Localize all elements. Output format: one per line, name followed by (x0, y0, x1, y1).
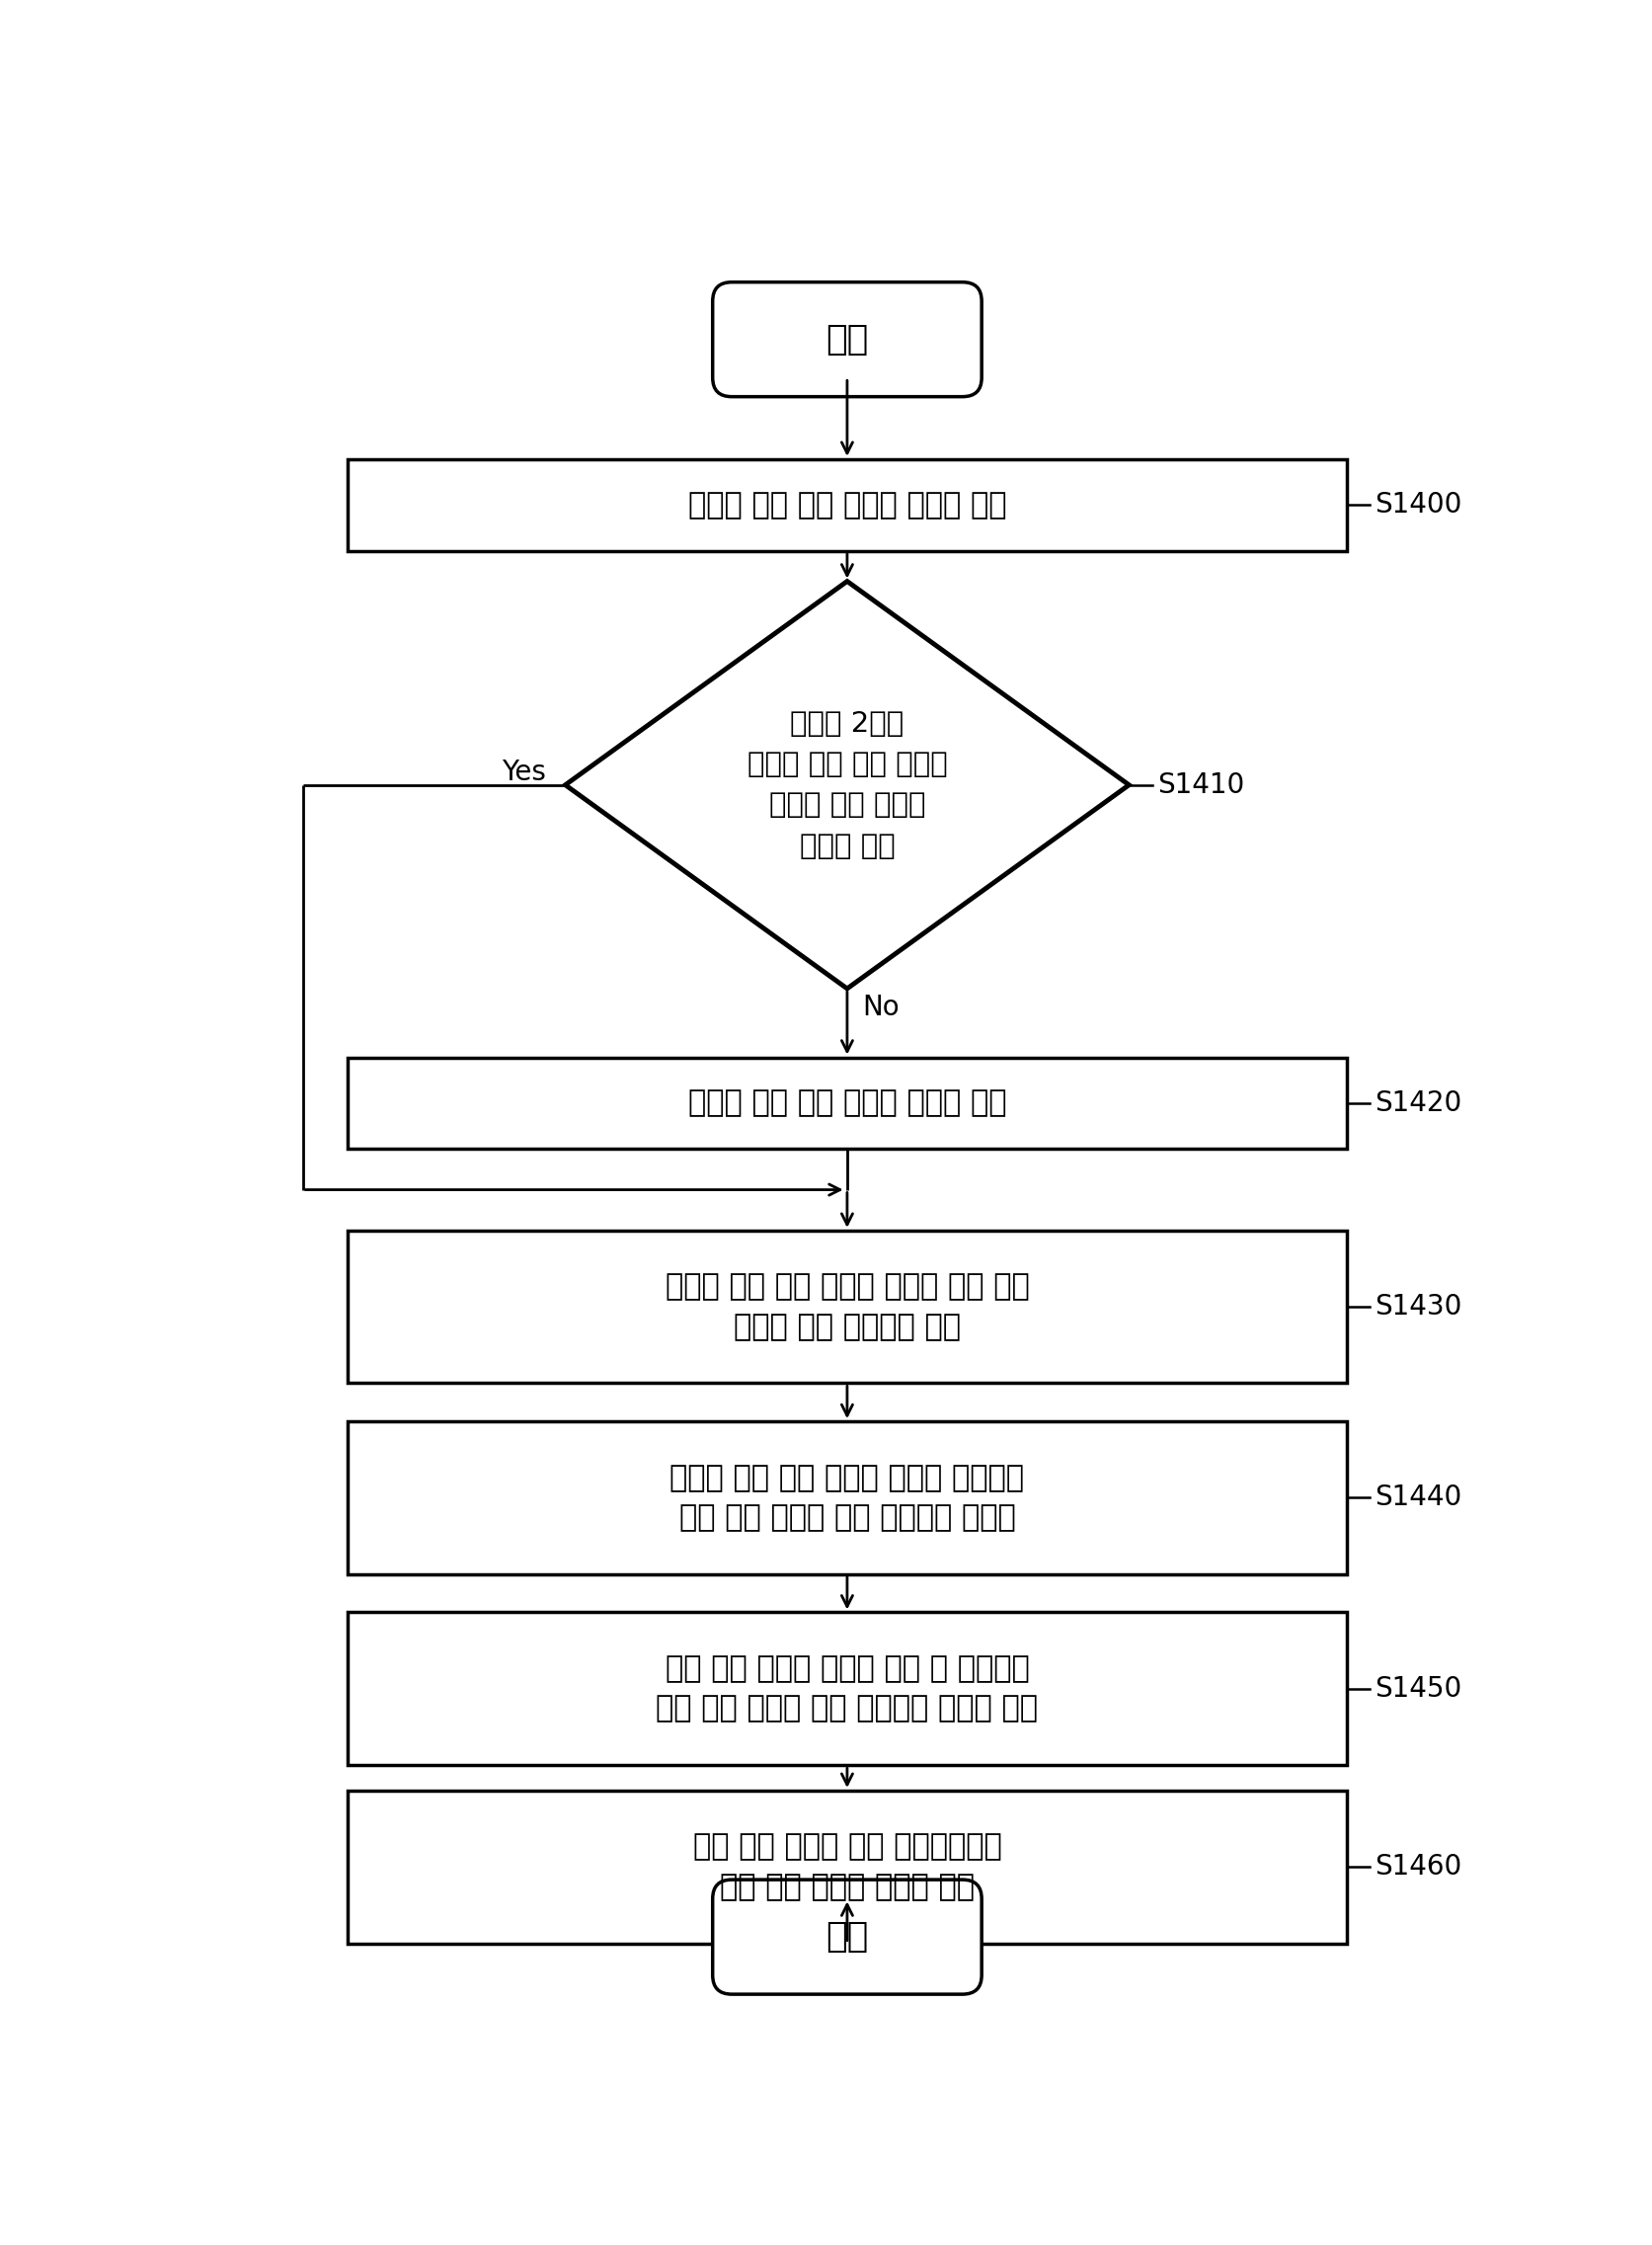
FancyBboxPatch shape (712, 1879, 981, 1994)
Text: 후보 예측 움직임 벡터를 추가 및 제거하여
후보 예측 움직임 벡터 리스트의 크기를 조정: 후보 예측 움직임 벡터를 추가 및 제거하여 후보 예측 움직임 벡터 리스트… (656, 1655, 1037, 1724)
Text: S1400: S1400 (1374, 492, 1462, 519)
Text: 후보 예측 움직임 벡터 리스트로부터
최종 예측 움직임 벡터를 결정: 후보 예측 움직임 벡터 리스트로부터 최종 예측 움직임 벡터를 결정 (692, 1832, 1001, 1902)
FancyBboxPatch shape (712, 283, 981, 397)
Text: S1420: S1420 (1374, 1089, 1462, 1118)
Text: 종료: 종료 (826, 1919, 867, 1953)
Text: Yes: Yes (502, 759, 545, 786)
Bar (347, 1057, 1346, 1149)
Text: 시작: 시작 (826, 323, 867, 357)
Bar (347, 1612, 1346, 1765)
Bar (347, 1792, 1346, 1944)
Text: S1450: S1450 (1374, 1675, 1462, 1702)
Text: S1460: S1460 (1374, 1852, 1462, 1881)
Text: 동일한 후보 예측 움직임 벡터를 제거하여
후보 예측 움직임 벡터 리스트를 재구성: 동일한 후보 예측 움직임 벡터를 제거하여 후보 예측 움직임 벡터 리스트를… (669, 1464, 1024, 1531)
Text: No: No (862, 995, 899, 1021)
Polygon shape (565, 581, 1128, 988)
Text: 시간적 후보 예측 움직임 벡터를 유도: 시간적 후보 예측 움직임 벡터를 유도 (687, 1089, 1006, 1118)
Text: S1430: S1430 (1374, 1293, 1462, 1320)
Bar (347, 1421, 1346, 1574)
Text: S1440: S1440 (1374, 1484, 1462, 1511)
Text: S1410: S1410 (1156, 770, 1244, 799)
Bar (347, 1230, 1346, 1383)
Text: 유도된 후보 예측 움직임 벡터를 후보 예측
움직임 벡터 리스트에 추가: 유도된 후보 예측 움직임 벡터를 후보 예측 움직임 벡터 리스트에 추가 (664, 1273, 1029, 1340)
Text: 공간적 후보 예측 움직임 벡터를 유도: 공간적 후보 예측 움직임 벡터를 유도 (687, 492, 1006, 519)
Text: 유도된 2개의
공간적 후보 예측 움직임
벡터가 서로 다른지
여부를 판단: 유도된 2개의 공간적 후보 예측 움직임 벡터가 서로 다른지 여부를 판단 (747, 709, 947, 860)
Bar (347, 458, 1346, 550)
